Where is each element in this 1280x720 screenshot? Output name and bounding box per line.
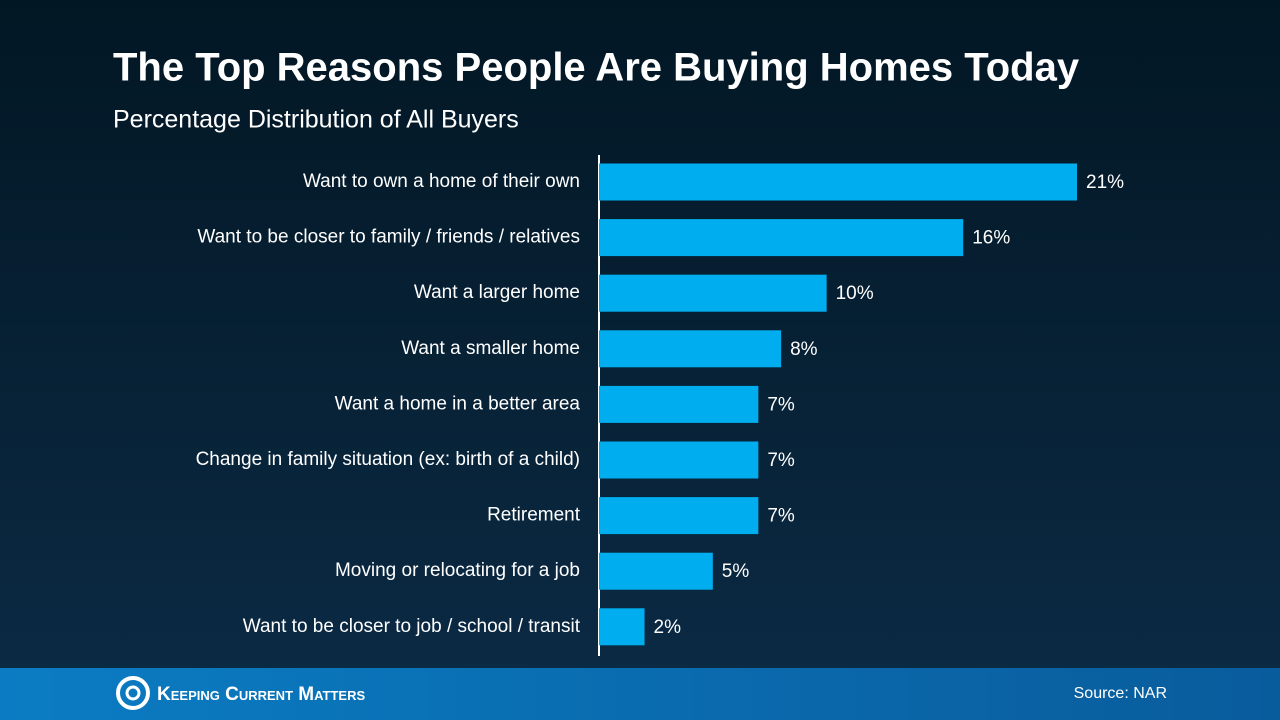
bar <box>599 330 782 368</box>
category-label: Want to be closer to family / friends / … <box>197 227 580 248</box>
chart-subtitle: Percentage Distribution of All Buyers <box>113 106 519 134</box>
logo-icon-inner <box>125 685 141 701</box>
category-label: Want a home in a better area <box>335 393 581 414</box>
category-label: Want a smaller home <box>401 338 580 359</box>
value-label: 7% <box>767 394 795 415</box>
value-label: 7% <box>767 450 795 471</box>
category-label: Want to be closer to job / school / tran… <box>243 616 581 637</box>
brand: Keeping Current Matters <box>157 684 365 705</box>
value-label: 2% <box>654 617 682 638</box>
value-label: 10% <box>836 283 874 304</box>
bar <box>599 497 759 535</box>
bar <box>599 441 759 479</box>
bar <box>599 274 827 312</box>
bar <box>599 385 759 423</box>
value-label: 16% <box>972 228 1010 249</box>
category-label: Moving or relocating for a job <box>335 560 580 581</box>
value-label: 21% <box>1086 172 1124 193</box>
value-label: 5% <box>722 561 750 582</box>
category-label: Want a larger home <box>414 282 580 303</box>
logo-icon <box>116 676 150 710</box>
chart-title: The Top Reasons People Are Buying Homes … <box>113 46 1080 90</box>
bar <box>599 552 713 590</box>
category-label: Retirement <box>487 505 581 526</box>
footer-band <box>0 668 1280 720</box>
value-label: 8% <box>790 339 818 360</box>
bar <box>599 608 645 646</box>
source: Source: NAR <box>1074 685 1167 702</box>
bar <box>599 163 1077 201</box>
bar <box>599 219 964 257</box>
value-label: 7% <box>767 506 795 527</box>
category-label: Change in family situation (ex: birth of… <box>196 449 580 470</box>
category-label: Want to own a home of their own <box>303 171 580 192</box>
